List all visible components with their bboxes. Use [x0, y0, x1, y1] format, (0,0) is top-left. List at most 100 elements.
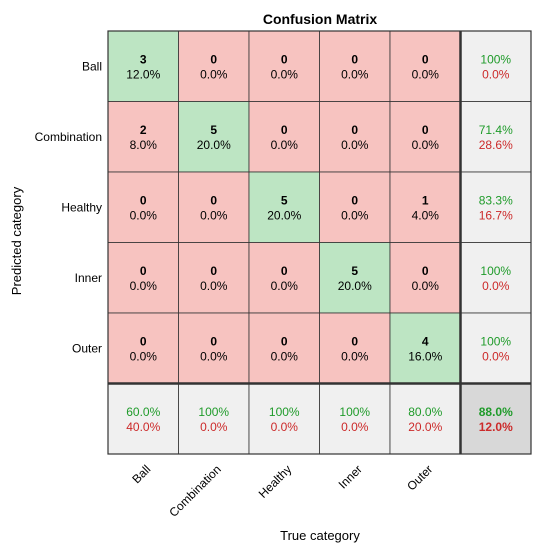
matrix-border	[107, 30, 532, 455]
column-miss-rate: 0.0%	[200, 420, 228, 434]
row-summary-cell: 100%0.0%	[460, 312, 532, 384]
column-miss-rate: 40.0%	[126, 420, 160, 434]
overall-accuracy-bg	[460, 383, 532, 455]
column-recall: 100%	[339, 405, 370, 419]
matrix-cell-bg	[107, 242, 179, 314]
cell-percent: 0.0%	[412, 67, 440, 81]
matrix-cell: 00.0%	[389, 101, 461, 173]
matrix-cell: 14.0%	[389, 171, 461, 243]
matrix-cell-bg	[248, 30, 320, 102]
matrix-cell-bg	[178, 242, 250, 314]
matrix-cell: 00.0%	[107, 171, 179, 243]
cell-count: 1	[422, 193, 429, 207]
row-summary-cell: 100%0.0%	[460, 242, 532, 314]
cell-percent: 20.0%	[267, 208, 301, 222]
matrix-cell: 00.0%	[178, 30, 250, 102]
matrix-cell: 00.0%	[248, 101, 320, 173]
x-tick-label: Ball	[129, 462, 153, 486]
cell-count: 0	[281, 123, 288, 137]
matrix-cell-bg	[107, 171, 179, 243]
cell-percent: 0.0%	[200, 349, 228, 363]
cell-percent: 0.0%	[341, 138, 369, 152]
cell-percent: 0.0%	[341, 208, 369, 222]
matrix-cell: 520.0%	[248, 171, 320, 243]
y-tick-label: Combination	[35, 130, 102, 144]
cell-count: 0	[351, 334, 358, 348]
cell-count: 0	[422, 123, 429, 137]
x-axis-label: True category	[280, 528, 360, 543]
cell-percent: 0.0%	[341, 67, 369, 81]
matrix-cells: 312.0%00.0%00.0%00.0%00.0%28.0%520.0%00.…	[107, 30, 461, 384]
column-summary-bg	[319, 383, 391, 455]
y-tick-label: Inner	[75, 271, 102, 285]
cell-percent: 0.0%	[200, 208, 228, 222]
row-error-rate: 0.0%	[482, 67, 510, 81]
matrix-cell-bg	[248, 312, 320, 384]
cell-count: 0	[281, 264, 288, 278]
matrix-cell-bg	[178, 101, 250, 173]
cell-count: 0	[140, 264, 147, 278]
cell-count: 0	[422, 264, 429, 278]
cell-count: 0	[140, 193, 147, 207]
matrix-cell-bg	[107, 30, 179, 102]
row-precision: 100%	[480, 52, 511, 66]
row-error-rate: 0.0%	[482, 349, 510, 363]
cell-count: 0	[351, 52, 358, 66]
cell-percent: 8.0%	[130, 138, 158, 152]
cell-percent: 0.0%	[130, 349, 158, 363]
cell-count: 0	[210, 264, 217, 278]
matrix-cell-bg	[319, 312, 391, 384]
cell-count: 0	[351, 123, 358, 137]
cell-percent: 0.0%	[271, 138, 299, 152]
matrix-cell-bg	[107, 312, 179, 384]
matrix-cell-bg	[248, 171, 320, 243]
matrix-cell: 00.0%	[107, 242, 179, 314]
cell-count: 0	[210, 193, 217, 207]
column-summary-cell: 100%0.0%	[178, 383, 250, 455]
row-summary-cell: 71.4%28.6%	[460, 101, 532, 173]
x-tick-label: Combination	[166, 462, 224, 520]
matrix-cell: 00.0%	[178, 312, 250, 384]
column-miss-rate: 0.0%	[271, 420, 299, 434]
matrix-cell: 312.0%	[107, 30, 179, 102]
cell-count: 5	[281, 193, 288, 207]
column-summary-bg	[248, 383, 320, 455]
row-precision: 83.3%	[479, 193, 513, 207]
overall-error: 12.0%	[479, 420, 513, 434]
matrix-cell: 00.0%	[178, 242, 250, 314]
matrix-cell-bg	[178, 171, 250, 243]
chart-title: Confusion Matrix	[263, 11, 378, 27]
x-tick-label: Inner	[336, 462, 365, 491]
matrix-frame	[107, 30, 532, 455]
cell-percent: 0.0%	[412, 138, 440, 152]
cell-count: 4	[422, 334, 429, 348]
matrix-cell-bg	[389, 101, 461, 173]
y-tick-label: Outer	[72, 341, 102, 355]
cell-percent: 0.0%	[130, 279, 158, 293]
cell-percent: 0.0%	[341, 349, 369, 363]
column-summary-cell: 80.0%20.0%	[389, 383, 461, 455]
matrix-cell: 28.0%	[107, 101, 179, 173]
matrix-cell-bg	[319, 30, 391, 102]
column-summary-cell: 100%0.0%	[248, 383, 320, 455]
column-recall: 60.0%	[126, 405, 160, 419]
column-summary-cell: 100%0.0%	[319, 383, 391, 455]
column-recall: 100%	[198, 405, 229, 419]
y-tick-label: Healthy	[61, 200, 102, 214]
row-summary-bg	[460, 30, 532, 102]
row-summary-cell: 100%0.0%	[460, 30, 532, 102]
matrix-cell-bg	[248, 242, 320, 314]
cell-count: 0	[210, 52, 217, 66]
cell-count: 0	[140, 334, 147, 348]
column-summary-cell: 60.0%40.0%	[107, 383, 179, 455]
row-error-rate: 0.0%	[482, 279, 510, 293]
cell-percent: 12.0%	[126, 67, 160, 81]
matrix-cell-bg	[389, 312, 461, 384]
cell-count: 0	[281, 334, 288, 348]
matrix-cell-bg	[319, 242, 391, 314]
matrix-cell: 00.0%	[248, 312, 320, 384]
column-miss-rate: 20.0%	[408, 420, 442, 434]
matrix-cell-bg	[319, 101, 391, 173]
row-summary-cell: 83.3%16.7%	[460, 171, 532, 243]
row-error-rate: 16.7%	[479, 208, 513, 222]
